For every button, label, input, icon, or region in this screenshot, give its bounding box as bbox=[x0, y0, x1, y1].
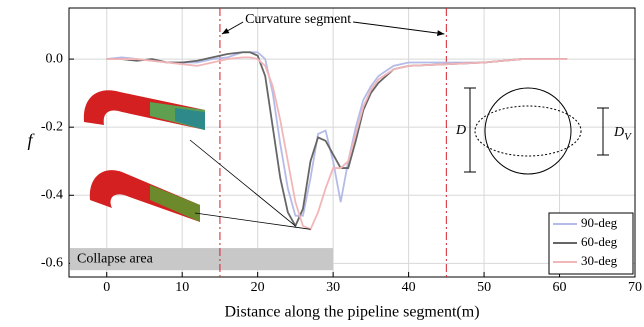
x-tick-label: 50 bbox=[477, 280, 491, 295]
legend-label: 30-deg bbox=[581, 253, 618, 268]
x-tick-label: 10 bbox=[175, 280, 189, 295]
diagram-label-dv: DV bbox=[613, 125, 632, 142]
collapse-area-label: Collapse area bbox=[77, 251, 154, 266]
x-tick-label: 40 bbox=[402, 280, 416, 295]
chart: Distance along the pipeline segment(m) f… bbox=[0, 0, 644, 327]
x-axis-label: Distance along the pipeline segment(m) bbox=[224, 304, 479, 321]
x-tick-label: 0 bbox=[103, 280, 110, 295]
legend-label: 60-deg bbox=[581, 234, 618, 249]
x-tick-label: 30 bbox=[326, 280, 340, 295]
legend-label: 90-deg bbox=[581, 215, 618, 230]
x-tick-label: 70 bbox=[628, 280, 642, 295]
cross-section-diagram bbox=[464, 88, 609, 174]
x-tick-label: 20 bbox=[251, 280, 265, 295]
series-line bbox=[107, 52, 567, 215]
y-tick-label: 0.0 bbox=[46, 51, 64, 66]
dv-sub: V bbox=[624, 131, 632, 143]
y-tick-label: -0.4 bbox=[41, 187, 63, 202]
curvature-arrow bbox=[353, 22, 444, 34]
diagram-label-d: D bbox=[455, 123, 466, 138]
curvature-arrow bbox=[222, 22, 243, 34]
y-tick-label: -0.6 bbox=[41, 256, 63, 271]
curvature-label: Curvature segment bbox=[245, 12, 351, 27]
image-arrow bbox=[190, 140, 295, 226]
x-tick-label: 60 bbox=[553, 280, 567, 295]
dv-main: D bbox=[613, 125, 624, 140]
y-axis-label: f bbox=[27, 130, 35, 150]
y-tick-label: -0.2 bbox=[41, 119, 63, 134]
pipe-image-90 bbox=[84, 90, 205, 130]
